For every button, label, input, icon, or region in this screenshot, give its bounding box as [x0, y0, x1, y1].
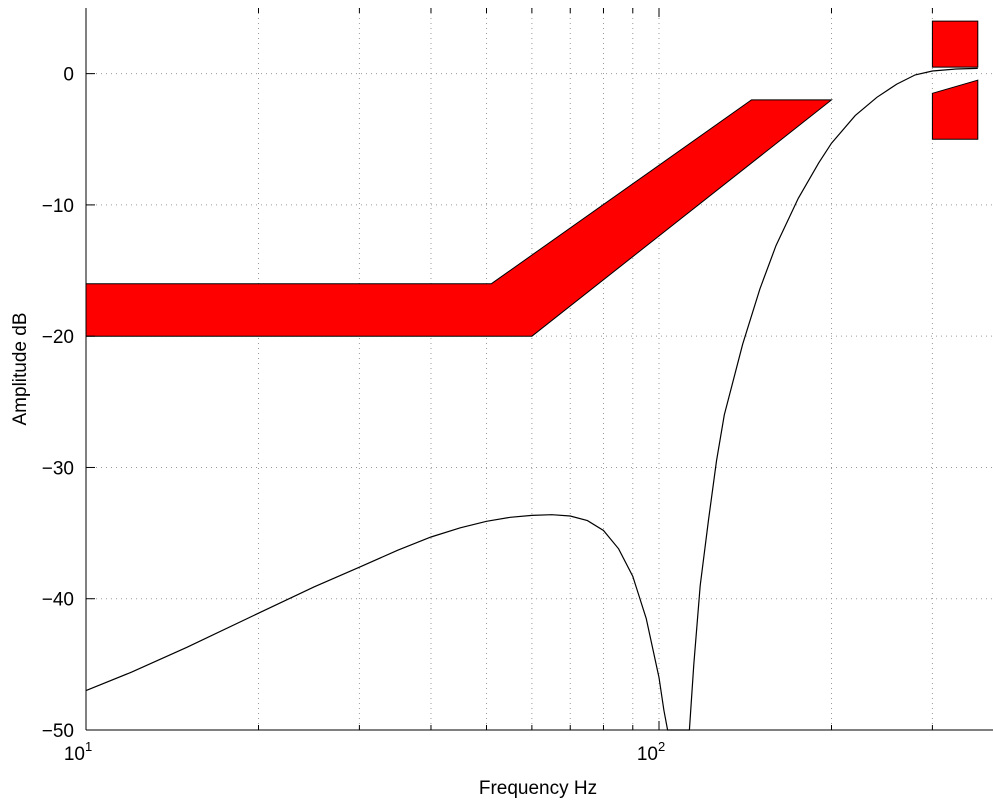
y-axis-label: Amplitude dB [10, 312, 31, 425]
y-tick-label: −10 [42, 196, 74, 217]
y-tick-labels: 0 −10 −20 −30 −40 −50 [42, 65, 74, 742]
y-tick-label: −30 [42, 458, 74, 479]
x-tick-labels: 101 102 [64, 739, 665, 765]
mask-region [931, 20, 979, 68]
plot-background [86, 8, 993, 730]
axes [85, 8, 993, 731]
y-tick-label: −40 [42, 590, 74, 611]
x-axis-label: Frequency Hz [479, 778, 597, 799]
mask-region [931, 79, 979, 140]
x-tick-label: 101 [64, 739, 92, 765]
grid [86, 8, 993, 730]
response-curve [85, 67, 978, 731]
y-tick-label: −20 [42, 327, 74, 348]
curve-layer [85, 67, 978, 731]
y-tick-label: −50 [42, 721, 74, 742]
ticks [86, 8, 933, 731]
x-tick-label: 102 [637, 739, 665, 765]
y-tick-label: 0 [63, 65, 74, 86]
mask-regions [85, 20, 979, 337]
